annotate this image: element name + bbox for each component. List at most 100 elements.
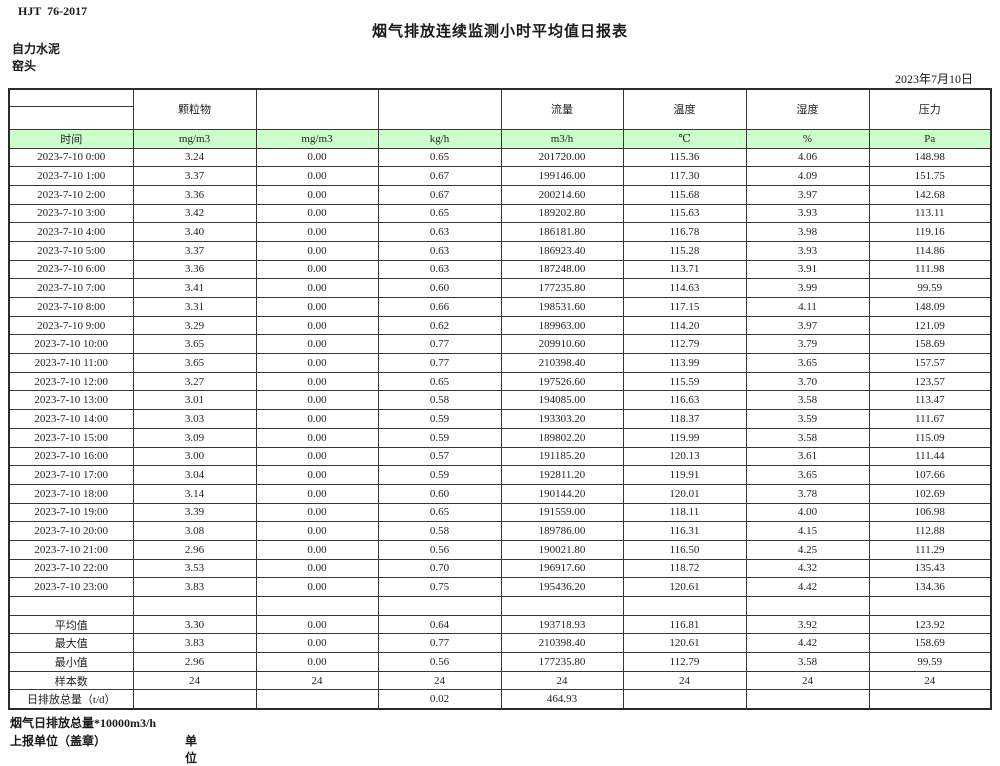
value-cell: 0.00: [255, 371, 379, 392]
value-cell: 0.59: [377, 427, 502, 448]
value-cell: 3.36: [132, 259, 257, 280]
value-cell: 0.00: [255, 259, 379, 280]
value-cell: 116.63: [622, 390, 747, 411]
value-cell: 3.04: [132, 465, 257, 485]
value-cell: 120.13: [622, 446, 747, 467]
time-cell: 2023-7-10 21:00: [8, 539, 134, 560]
value-cell: 0.00: [255, 539, 379, 560]
value-cell: 113.99: [622, 353, 747, 373]
value-cell: 0.77: [377, 353, 502, 373]
time-cell: 2023-7-10 0:00: [8, 147, 134, 168]
value-cell: 3.61: [745, 446, 870, 467]
time-cell: 2023-7-10 20:00: [8, 521, 134, 541]
value-cell: 0.63: [377, 240, 502, 261]
value-cell: 3.58: [745, 427, 870, 448]
value-cell: 195436.20: [500, 577, 624, 597]
unit-header-cell: kg/h: [377, 128, 502, 149]
value-cell: 0.00: [255, 446, 379, 467]
value-cell: 121.09: [868, 315, 992, 336]
table-row: 2023-7-10 12:00 3.27 0.00 0.65 197526.60 115.…: [8, 371, 992, 392]
value-cell: 200214.60: [500, 184, 624, 205]
value-cell: 209910.60: [500, 334, 624, 355]
value-cell: 113.11: [868, 203, 992, 224]
value-cell: 0.65: [377, 147, 502, 168]
value-cell: 3.42: [132, 203, 257, 224]
blank-cell: [255, 596, 379, 616]
unit-header-cell: Pa: [868, 128, 992, 149]
time-cell: 2023-7-10 5:00: [8, 240, 134, 261]
value-cell: 0.60: [377, 483, 502, 504]
blank-cell: [745, 596, 870, 616]
summary-value-cell: 0.64: [377, 614, 502, 635]
value-cell: 114.86: [868, 240, 992, 261]
value-cell: 192811.20: [500, 465, 624, 485]
value-cell: 118.37: [622, 409, 747, 429]
time-cell: 2023-7-10 9:00: [8, 315, 134, 336]
blank-cell: [132, 596, 257, 616]
value-cell: 119.16: [868, 222, 992, 242]
value-cell: 194085.00: [500, 390, 624, 411]
value-cell: 3.65: [132, 334, 257, 355]
value-cell: 3.41: [132, 278, 257, 298]
value-cell: 3.36: [132, 184, 257, 205]
column-group-header: 温度: [622, 88, 747, 130]
time-cell: 2023-7-10 16:00: [8, 446, 134, 467]
value-cell: 4.42: [745, 577, 870, 597]
time-cell: 2023-7-10 13:00: [8, 390, 134, 411]
value-cell: 0.62: [377, 315, 502, 336]
value-cell: 112.79: [622, 334, 747, 355]
time-cell: 2023-7-10 18:00: [8, 483, 134, 504]
summary-value-cell: 120.61: [622, 633, 747, 654]
summary-label-cell: 最大值: [8, 633, 134, 654]
column-group-header: 颗粒物: [132, 88, 257, 130]
value-cell: 114.20: [622, 315, 747, 336]
unit-label: 单位: [185, 734, 198, 765]
value-cell: 189202.80: [500, 203, 624, 224]
value-cell: 3.40: [132, 222, 257, 242]
value-cell: 106.98: [868, 502, 992, 523]
doc-code: HJT 76-2017: [18, 4, 88, 18]
value-cell: 116.50: [622, 539, 747, 560]
value-cell: 0.00: [255, 184, 379, 205]
signature-row: 上报单位（盖章） 单位: [10, 732, 197, 765]
value-cell: 191559.00: [500, 502, 624, 523]
summary-value-cell: 0.77: [377, 633, 502, 654]
table-row: 2023-7-10 14:00 3.03 0.00 0.59 193303.20 118.…: [8, 409, 992, 429]
value-cell: 115.59: [622, 371, 747, 392]
value-cell: 0.00: [255, 166, 379, 186]
value-cell: 3.08: [132, 521, 257, 541]
value-cell: 111.44: [868, 446, 992, 467]
value-cell: 3.93: [745, 240, 870, 261]
value-cell: 3.78: [745, 483, 870, 504]
value-cell: 0.00: [255, 577, 379, 597]
company-name: 自力水泥: [12, 42, 61, 56]
value-cell: 0.65: [377, 203, 502, 224]
column-group-header: 湿度: [745, 88, 870, 130]
table-row: 2023-7-10 19:00 3.39 0.00 0.65 191559.00 118.…: [8, 502, 992, 523]
value-cell: 177235.80: [500, 278, 624, 298]
time-cell: 2023-7-10 19:00: [8, 502, 134, 523]
value-cell: 0.67: [377, 184, 502, 205]
summary-row: 最大值 3.83 0.00 0.77 210398.40 120.61 4.42 158.69: [8, 633, 992, 654]
value-cell: 3.58: [745, 390, 870, 411]
value-cell: 118.72: [622, 558, 747, 579]
value-cell: 0.65: [377, 371, 502, 392]
column-group-header: [377, 88, 502, 130]
value-cell: 4.00: [745, 502, 870, 523]
value-cell: 0.57: [377, 446, 502, 467]
value-cell: 3.93: [745, 203, 870, 224]
value-cell: 134.36: [868, 577, 992, 597]
value-cell: 157.57: [868, 353, 992, 373]
value-cell: 111.29: [868, 539, 992, 560]
summary-value-cell: 3.30: [132, 614, 257, 635]
value-cell: 0.00: [255, 390, 379, 411]
value-cell: 3.65: [745, 465, 870, 485]
value-cell: 0.58: [377, 390, 502, 411]
value-cell: 117.15: [622, 297, 747, 317]
value-cell: 0.56: [377, 539, 502, 560]
value-cell: 3.09: [132, 427, 257, 448]
value-cell: 198531.60: [500, 297, 624, 317]
value-cell: 3.98: [745, 222, 870, 242]
value-cell: 4.15: [745, 521, 870, 541]
value-cell: 197526.60: [500, 371, 624, 392]
